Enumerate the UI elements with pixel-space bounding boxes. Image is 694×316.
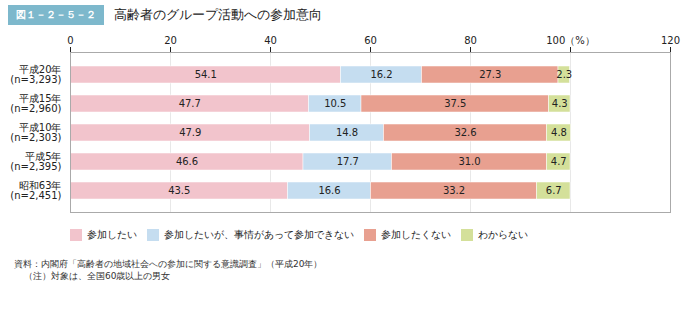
svg-text:37.5: 37.5: [444, 98, 466, 109]
svg-text:46.6: 46.6: [176, 156, 198, 167]
svg-text:2.3: 2.3: [556, 69, 572, 80]
html-text:参加したくない: 参加したくない: [381, 228, 451, 240]
svg-text:4.3: 4.3: [552, 98, 568, 109]
svg-text:昭和63年(n=2,451): 昭和63年(n=2,451): [10, 180, 61, 201]
svg-text:27.3: 27.3: [479, 69, 501, 80]
svg-text:43.5: 43.5: [168, 185, 190, 196]
svg-text:6.7: 6.7: [546, 185, 562, 196]
svg-text:54.1: 54.1: [195, 69, 217, 80]
svg-text:10.5: 10.5: [324, 98, 346, 109]
svg-text:40: 40: [264, 35, 277, 46]
svg-text:120: 120: [661, 35, 680, 46]
html-text:資料：内閣府「高齢者の地域社会への参加に関する意識調査」（平: 資料：内閣府「高齢者の地域社会への参加に関する意識調査」（平成20年）: [14, 259, 323, 269]
svg-text:0: 0: [67, 35, 73, 46]
svg-text:平成5年(n=2,395): 平成5年(n=2,395): [10, 151, 61, 172]
html-text:高齢者のグループ活動への参加意向: 高齢者のグループ活動への参加意向: [114, 7, 322, 22]
svg-text:20: 20: [164, 35, 177, 46]
svg-text:平成15年(n=2,960): 平成15年(n=2,960): [10, 93, 61, 114]
svg-text:平成20年(n=3,293): 平成20年(n=3,293): [10, 64, 61, 85]
svg-text:16.6: 16.6: [318, 185, 340, 196]
svg-text:60: 60: [364, 35, 377, 46]
svg-text:31.0: 31.0: [458, 156, 480, 167]
svg-text:17.7: 17.7: [337, 156, 359, 167]
html-text:図１－２－５－２: 図１－２－５－２: [16, 9, 96, 20]
svg-text:4.8: 4.8: [551, 127, 567, 138]
svg-text:16.2: 16.2: [370, 69, 392, 80]
svg-text:33.2: 33.2: [443, 185, 465, 196]
html-text:参加したいが、事情があって参加できない: 参加したいが、事情があって参加できない: [164, 228, 354, 240]
svg-text:80: 80: [464, 35, 477, 46]
html-text:わからない: わからない: [478, 228, 528, 240]
svg-text:32.6: 32.6: [454, 127, 476, 138]
svg-text:47.9: 47.9: [179, 127, 201, 138]
svg-text:100（%）: 100（%）: [546, 35, 595, 46]
html-text:（注）対象は、全国60歳以上の男女: （注）対象は、全国60歳以上の男女: [24, 271, 171, 281]
svg-text:平成10年(n=2,303): 平成10年(n=2,303): [10, 122, 61, 143]
svg-text:47.7: 47.7: [179, 98, 201, 109]
html-text:参加したい: 参加したい: [87, 228, 137, 240]
svg-text:4.7: 4.7: [551, 156, 567, 167]
svg-text:14.8: 14.8: [336, 127, 358, 138]
